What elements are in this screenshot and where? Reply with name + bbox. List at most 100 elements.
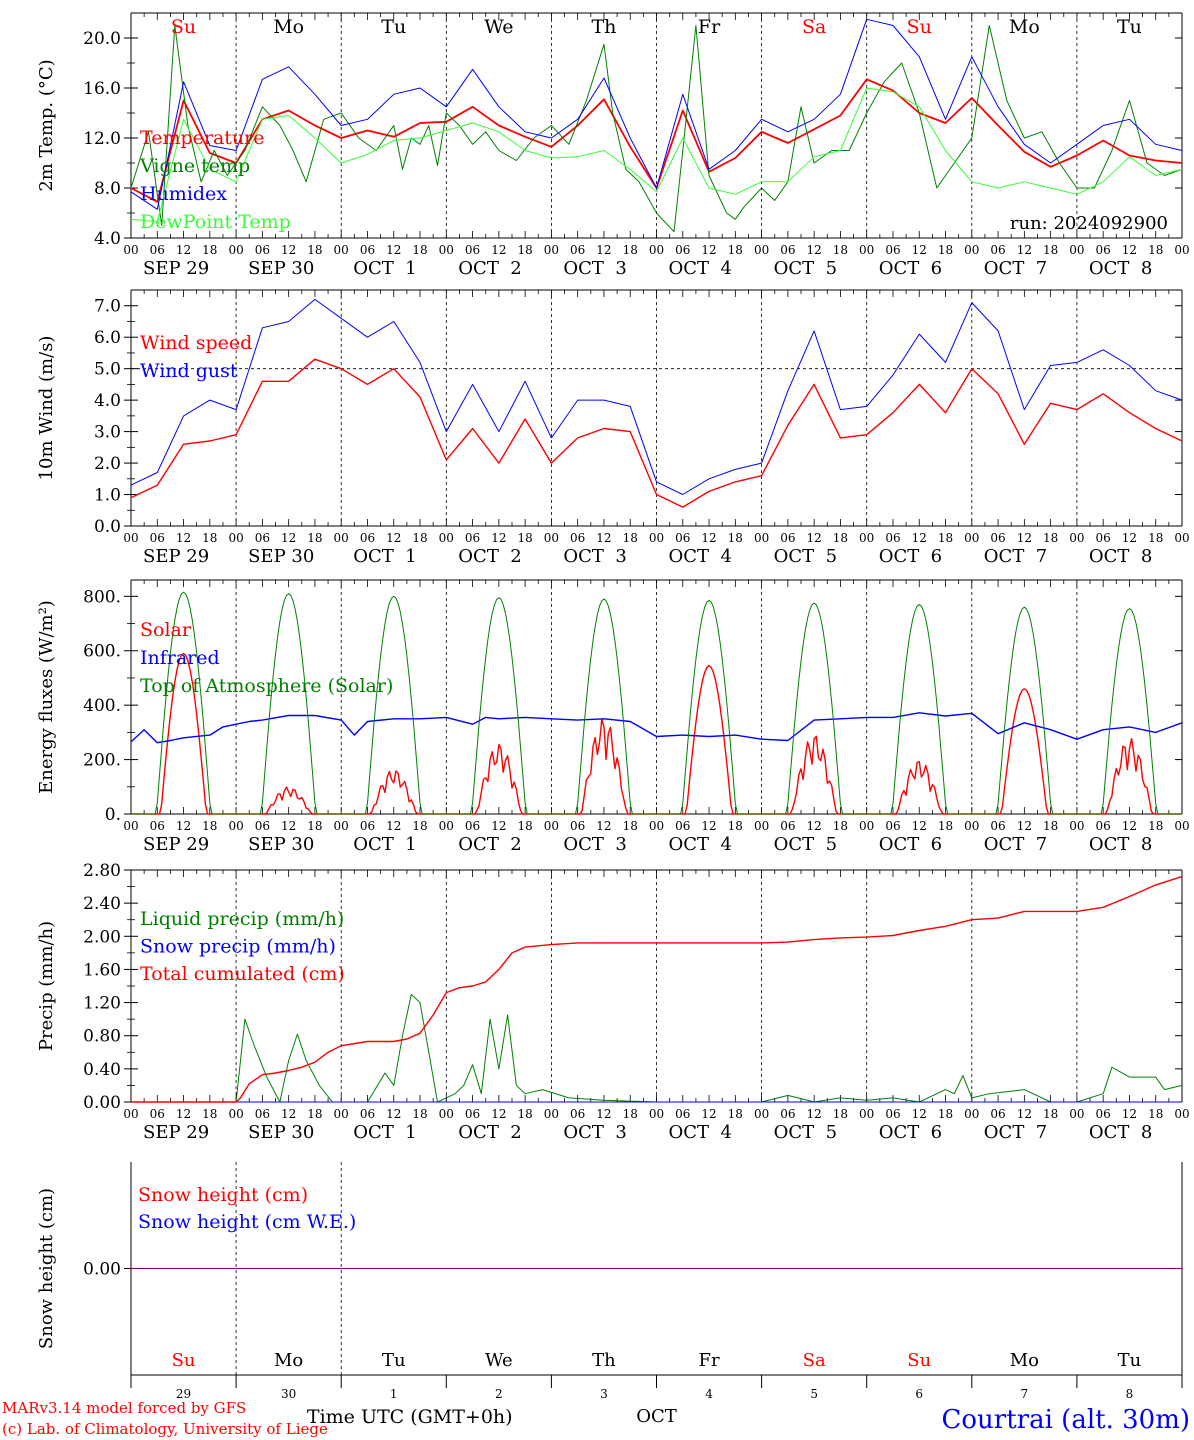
hour-tick-label: 18 <box>623 243 638 257</box>
day-name-bottom: Sa <box>803 1350 826 1371</box>
day-name-bottom: Mo <box>274 1350 303 1371</box>
hour-tick-label: 18 <box>728 243 743 257</box>
legend-entry: Solar <box>140 619 192 641</box>
y-tick-label: 1.0 <box>94 486 121 506</box>
y-tick-label: 1.20 <box>83 994 121 1014</box>
hour-tick-label: 12 <box>701 531 716 545</box>
day-name-bottom: Su <box>172 1350 196 1371</box>
hour-tick-label: 12 <box>491 243 506 257</box>
hour-tick-label: 12 <box>807 243 822 257</box>
y-tick-label: 0.00 <box>83 1260 121 1280</box>
hour-tick-label: 00 <box>544 819 559 833</box>
hour-tick-label: 12 <box>491 1107 506 1121</box>
hour-tick-label: 06 <box>675 1107 690 1121</box>
hour-tick-label: 18 <box>412 531 427 545</box>
series-line-liquid-precip-mm-h- <box>131 993 1183 1103</box>
hour-tick-label: 00 <box>228 819 243 833</box>
hour-tick-label: 06 <box>990 819 1005 833</box>
hour-tick-label: 06 <box>360 243 375 257</box>
hour-tick-label: 12 <box>596 243 611 257</box>
hour-tick-label: 00 <box>1174 243 1189 257</box>
y-tick-label: 0.00 <box>83 1093 121 1113</box>
day-name-top: We <box>484 16 513 38</box>
hour-tick-label: 12 <box>701 819 716 833</box>
legend-entry: Temperature <box>140 127 264 149</box>
legend-entry: Vigne temp <box>139 155 250 177</box>
hour-tick-label: 06 <box>360 531 375 545</box>
hour-tick-label: 00 <box>123 1107 138 1121</box>
day-name-bottom: We <box>485 1350 513 1371</box>
day-name-bottom: Fr <box>699 1350 720 1371</box>
hour-tick-label: 00 <box>754 243 769 257</box>
hour-tick-label: 00 <box>859 243 874 257</box>
y-tick-label: 400. <box>83 696 121 716</box>
hour-tick-label: 00 <box>859 1107 874 1121</box>
y-axis-label: Precip (mm/h) <box>36 921 57 1051</box>
hour-tick-label: 00 <box>1174 531 1189 545</box>
date-label: OCT 3 <box>563 834 626 855</box>
y-tick-label: 800. <box>83 587 121 607</box>
hour-tick-label: 00 <box>439 243 454 257</box>
y-tick-label: 8.0 <box>94 179 121 199</box>
hour-tick-label: 18 <box>623 531 638 545</box>
hour-tick-label: 18 <box>728 819 743 833</box>
hour-tick-label: 06 <box>675 531 690 545</box>
hour-tick-label: 12 <box>1122 531 1137 545</box>
hour-tick-label: 18 <box>1148 819 1163 833</box>
date-label: OCT 7 <box>984 546 1047 567</box>
hour-tick-label: 00 <box>859 531 874 545</box>
hour-tick-label: 06 <box>1096 1107 1111 1121</box>
series-line-total-cumulated-cm- <box>131 875 1183 1103</box>
date-label: OCT 8 <box>1089 834 1152 855</box>
legend-entry: Snow height (cm) <box>138 1184 308 1206</box>
hour-tick-label: 18 <box>517 1107 532 1121</box>
panel-3: 00 06 12 18 00 06 12 18 00 06 12 18 00 06 12 18 00 06 12 18… <box>36 579 1190 855</box>
hour-tick-label: 18 <box>1148 243 1163 257</box>
hour-tick-label: 06 <box>885 819 900 833</box>
day-name-bottom: Tu <box>382 1350 406 1371</box>
hour-tick-label: 00 <box>1069 531 1084 545</box>
hour-tick-label: 00 <box>123 531 138 545</box>
hour-tick-label: 00 <box>334 819 349 833</box>
date-label: SEP 29 <box>143 546 209 567</box>
hour-tick-label: 12 <box>912 243 927 257</box>
hour-tick-label: 00 <box>439 531 454 545</box>
hour-tick-label: 12 <box>1017 819 1032 833</box>
hour-tick-label: 12 <box>386 819 401 833</box>
hour-tick-label: 18 <box>202 531 217 545</box>
hour-tick-label: 06 <box>675 243 690 257</box>
hour-tick-label: 00 <box>859 819 874 833</box>
day-name-top: Su <box>171 16 196 38</box>
hour-tick-label: 12 <box>596 1107 611 1121</box>
series-line-vigne-temp <box>130 25 1183 233</box>
date-label: OCT 4 <box>669 258 732 279</box>
date-label: OCT 8 <box>1089 1122 1152 1143</box>
day-name-top: Tu <box>381 16 406 38</box>
legend-entry: Total cumulated (cm) <box>140 963 345 985</box>
date-label: OCT 5 <box>774 546 837 567</box>
hour-tick-label: 06 <box>990 531 1005 545</box>
hour-tick-label: 12 <box>281 243 296 257</box>
hour-tick-label: 12 <box>386 243 401 257</box>
day-name-bottom: Mo <box>1010 1350 1039 1371</box>
hour-tick-label: 18 <box>938 243 953 257</box>
legend-entry: Top of Atmosphere (Solar) <box>140 675 393 697</box>
date-label: OCT 2 <box>458 834 521 855</box>
hour-tick-label: 18 <box>938 819 953 833</box>
day-number: 29 <box>176 1387 191 1401</box>
hour-tick-label: 18 <box>938 531 953 545</box>
hour-tick-label: 06 <box>255 819 270 833</box>
y-tick-label: 16.0 <box>83 79 121 99</box>
credit-line-1: MARv3.14 model forced by GFS <box>2 1399 246 1417</box>
day-number: 6 <box>915 1387 923 1401</box>
hour-tick-label: 12 <box>807 1107 822 1121</box>
hour-tick-label: 06 <box>885 531 900 545</box>
date-label: OCT 1 <box>353 1122 416 1143</box>
hour-tick-label: 18 <box>1148 531 1163 545</box>
hour-tick-label: 06 <box>780 819 795 833</box>
date-label: OCT 7 <box>984 1122 1047 1143</box>
hour-tick-label: 00 <box>334 243 349 257</box>
day-number: 4 <box>705 1387 713 1401</box>
hour-tick-label: 06 <box>255 243 270 257</box>
hour-tick-label: 06 <box>570 819 585 833</box>
